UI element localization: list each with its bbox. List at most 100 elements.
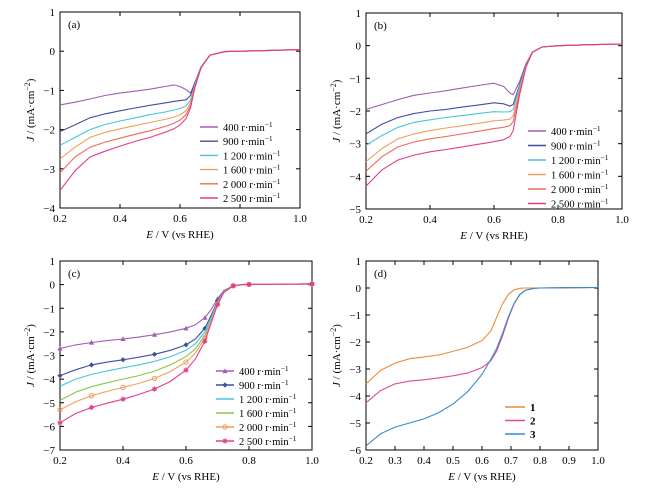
x-axis-label-symbol: E bbox=[145, 229, 153, 241]
series-6-marker bbox=[120, 396, 126, 402]
x-tick-label: 0.9 bbox=[562, 455, 576, 467]
legend-entry-1: 400 r·min−1 bbox=[551, 124, 601, 138]
legend-marker-1 bbox=[222, 368, 228, 374]
legend-entry-1: 400 r·min−1 bbox=[239, 364, 289, 378]
series-1-marker bbox=[183, 325, 189, 331]
x-axis-label: E / V (vs RHE) bbox=[151, 471, 220, 483]
series-6-marker bbox=[246, 281, 252, 287]
x-axis-label-symbol: E bbox=[459, 230, 467, 242]
legend-entry-3: 1 200 r·min−1 bbox=[223, 148, 281, 162]
legend-entry-6: 2 500 r·min−1 bbox=[223, 191, 281, 205]
x-tick-label: 0.6 bbox=[475, 455, 489, 467]
series-1-marker bbox=[151, 332, 158, 337]
legend-entry-5: 2 000 r·min−1 bbox=[223, 177, 281, 191]
y-tick-label: 0 bbox=[356, 41, 362, 53]
x-axis-label: E / V (vs RHE) bbox=[145, 229, 214, 241]
x-tick-label: 0.8 bbox=[242, 455, 256, 467]
legend-entry-name: 2 000 r·min bbox=[223, 180, 273, 191]
x-tick-label: 0.7 bbox=[504, 455, 518, 467]
x-axis-label-unit: / V (vs RHE) bbox=[159, 471, 220, 483]
legend: 1 23 bbox=[505, 402, 536, 441]
y-tick-label: −5 bbox=[349, 418, 361, 430]
series-1-marker bbox=[57, 345, 63, 351]
legend-entry-exponent: −1 bbox=[265, 120, 273, 129]
legend-entry-name: 1 200 r·min bbox=[239, 395, 289, 406]
legend-entry-name: 900 r·min bbox=[239, 381, 281, 392]
x-tick-label: 0.8 bbox=[233, 213, 247, 225]
series-2-marker bbox=[183, 342, 189, 348]
legend-entry-name: 1 600 r·min bbox=[551, 171, 601, 182]
legend-entry-exponent: −1 bbox=[593, 139, 601, 148]
y-tick-label: −1 bbox=[349, 310, 361, 322]
legend-entry-name: 1 bbox=[530, 402, 536, 414]
legend-entry-6: 2 500 r·min−1 bbox=[239, 434, 297, 448]
legend-entry-name: 2 500 r·min bbox=[551, 200, 601, 211]
legend-entry-exponent: −1 bbox=[281, 364, 289, 373]
legend-entry-2: 900 r·min−1 bbox=[551, 139, 601, 153]
y-tick-label: −3 bbox=[43, 351, 55, 363]
y-axis-label-close: ) bbox=[25, 324, 37, 328]
legend-entry-exponent: −1 bbox=[601, 182, 609, 191]
legend-entry-exponent: −1 bbox=[273, 148, 281, 157]
y-tick-label: 0 bbox=[50, 280, 56, 292]
series-6-marker bbox=[230, 283, 236, 289]
legend-entry-2: 900 r·min−1 bbox=[223, 134, 273, 148]
legend-entry-exponent: −1 bbox=[289, 420, 297, 429]
series-2-marker bbox=[202, 325, 208, 331]
series-line-1 bbox=[365, 286, 599, 385]
x-axis-label-symbol: E bbox=[151, 471, 159, 483]
legend-entry-5: 2 000 r·min−1 bbox=[239, 420, 297, 434]
y-tick-label: 1 bbox=[356, 8, 362, 20]
y-tick-label: −3 bbox=[349, 139, 361, 151]
series-1-marker bbox=[202, 315, 208, 320]
legend-marker-2 bbox=[222, 382, 228, 388]
y-tick-label: −1 bbox=[349, 73, 361, 85]
series-line-1 bbox=[59, 49, 301, 106]
y-axis-label-symbol: J bbox=[25, 381, 37, 387]
series-2-marker bbox=[57, 372, 63, 379]
plot-frame bbox=[59, 11, 301, 209]
x-tick-label: 1.0 bbox=[293, 213, 307, 225]
y-axis-label-close: ) bbox=[25, 78, 37, 82]
series-2-marker bbox=[214, 298, 221, 304]
series-6-marker bbox=[183, 367, 189, 373]
x-axis-label-unit: / V (vs RHE) bbox=[455, 471, 516, 483]
y-axis-label-symbol: J bbox=[331, 136, 343, 142]
y-axis-label-exponent: −2 bbox=[329, 328, 338, 337]
y-axis-label-symbol: J bbox=[25, 135, 37, 141]
legend-entry-name: 400 r·min bbox=[551, 127, 593, 138]
legend-entry-exponent: −1 bbox=[273, 191, 281, 200]
series-line-6 bbox=[365, 43, 623, 187]
series-5-marker bbox=[183, 359, 189, 365]
series-5-marker bbox=[57, 407, 63, 413]
x-axis-label-unit: / V (vs RHE) bbox=[153, 229, 214, 241]
y-tick-label: 0 bbox=[50, 46, 56, 58]
legend-entry-exponent: −1 bbox=[289, 406, 297, 415]
series-5-marker bbox=[151, 375, 158, 382]
y-tick-label: −6 bbox=[349, 445, 361, 457]
legend-entry-exponent: −1 bbox=[593, 124, 601, 133]
x-tick-label: 0.6 bbox=[487, 214, 501, 226]
x-tick-label: 0.4 bbox=[116, 455, 130, 467]
x-tick-label: 0.8 bbox=[551, 214, 565, 226]
y-axis-label: J / (mA·cm−2) bbox=[329, 79, 343, 142]
y-tick-label: 0 bbox=[356, 283, 362, 295]
series-line-1 bbox=[59, 283, 313, 349]
legend-entry-name: 2 bbox=[530, 416, 536, 428]
legend-entry-name: 900 r·min bbox=[551, 142, 593, 153]
series-2-marker bbox=[151, 351, 158, 357]
legend-entry-exponent: −1 bbox=[281, 378, 289, 387]
y-tick-label: −6 bbox=[43, 421, 55, 433]
plot-frame bbox=[365, 260, 599, 451]
legend-entry-name: 2 000 r·min bbox=[551, 185, 601, 196]
y-tick-label: −2 bbox=[349, 106, 361, 118]
series-6-marker bbox=[309, 281, 315, 287]
y-axis-label-exponent: −2 bbox=[23, 328, 32, 337]
legend-entry-2: 2 bbox=[530, 416, 536, 428]
x-tick-label: 0.2 bbox=[53, 455, 67, 467]
x-tick-label: 0.4 bbox=[423, 214, 437, 226]
x-tick-label: 0.4 bbox=[113, 213, 127, 225]
